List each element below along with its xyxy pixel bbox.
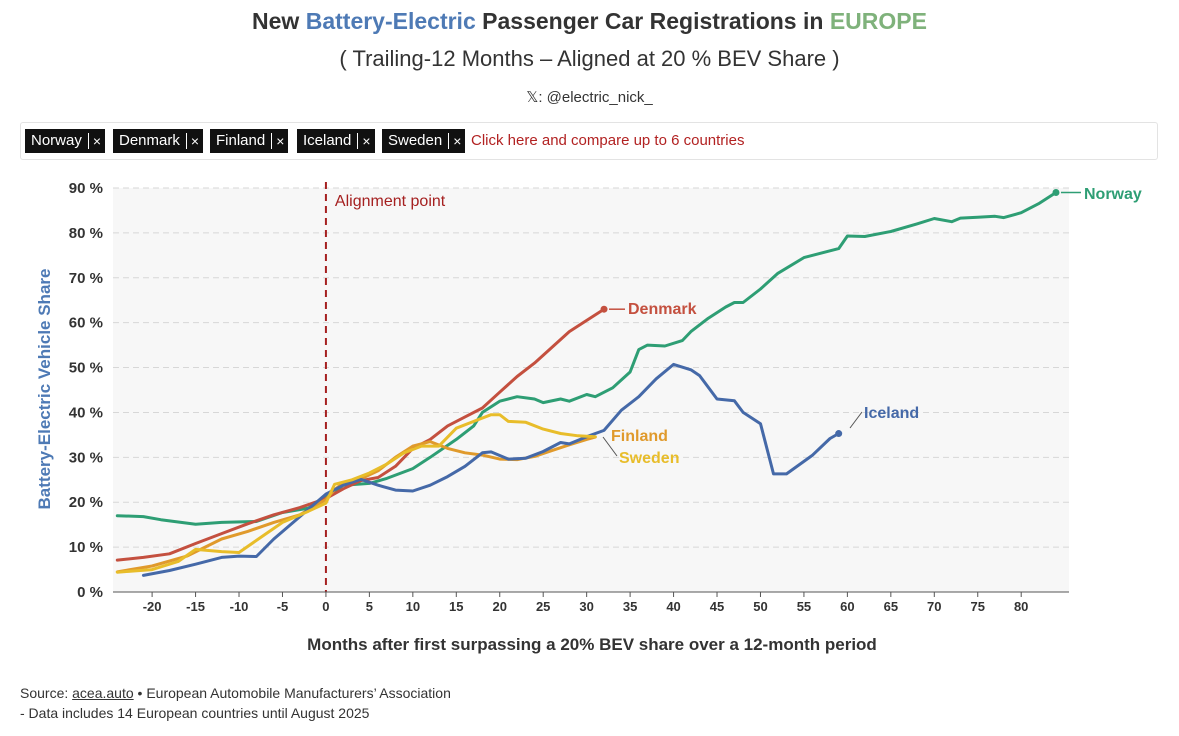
x-tick-label: 40 xyxy=(666,599,680,614)
series-line-sweden xyxy=(115,413,597,574)
source-note: Source: acea.auto • European Automobile … xyxy=(20,683,451,723)
country-chip-sweden[interactable]: Sweden × xyxy=(382,129,466,153)
y-axis-label: Battery-Electric Vehicle Share xyxy=(35,269,54,510)
axes: 0 % 10 % 20 % 30 % 40 % 50 % 60 % 70 % 80 % 90 % -… xyxy=(69,180,1069,614)
y-tick-label: 20 % xyxy=(69,494,103,511)
country-chip-denmark[interactable]: Denmark × xyxy=(113,129,204,153)
x-tick-label: 10 xyxy=(406,599,420,614)
data-note: - Data includes 14 European countries un… xyxy=(20,705,370,721)
x-tick-label: 65 xyxy=(884,599,898,614)
gridlines: Alignment point xyxy=(113,182,1069,592)
remove-sweden-icon[interactable]: × xyxy=(448,133,465,149)
series-labels: Norway Denmark Finland Iceland Sweden xyxy=(602,186,1142,467)
series-lines xyxy=(115,188,1060,577)
x-axis-label: Months after first surpassing a 20% BEV … xyxy=(307,635,877,654)
source-line: Source: acea.auto • European Automobile … xyxy=(20,685,451,701)
chart-title: New Battery-Electric Passenger Car Regis… xyxy=(252,8,927,34)
source-link[interactable]: acea.auto xyxy=(72,685,134,701)
y-tick-label: 50 % xyxy=(69,360,103,377)
y-tick-label: 90 % xyxy=(69,180,103,197)
alignment-label: Alignment point xyxy=(335,193,446,210)
y-tick-label: 60 % xyxy=(69,315,103,332)
x-tick-label: 30 xyxy=(579,599,593,614)
y-tick-label: 10 % xyxy=(69,539,103,556)
country-chip-finland[interactable]: Finland × xyxy=(210,129,289,153)
x-tick-label: -5 xyxy=(277,599,289,614)
series-end-marker-denmark xyxy=(600,305,608,313)
title-highlight-bev: Battery-Electric xyxy=(305,8,476,34)
label-leader-iceland xyxy=(849,411,863,429)
series-label-norway: Norway xyxy=(1084,186,1142,203)
x-tick-label: 45 xyxy=(710,599,724,614)
series-line-iceland xyxy=(141,362,841,577)
remove-iceland-icon[interactable]: × xyxy=(357,133,374,149)
chart-subtitle: ( Trailing-12 Months – Aligned at 20 % B… xyxy=(339,46,840,71)
series-end-marker-iceland xyxy=(835,430,843,438)
x-tick-label: 35 xyxy=(623,599,637,614)
y-tick-label: 40 % xyxy=(69,404,103,421)
x-tick-label: 25 xyxy=(536,599,550,614)
x-tick-label: -15 xyxy=(186,599,205,614)
remove-denmark-icon[interactable]: × xyxy=(185,133,203,149)
series-label-finland: Finland xyxy=(611,428,668,445)
label-leader-sweden xyxy=(602,436,618,457)
country-chip-norway[interactable]: Norway × xyxy=(25,129,106,153)
country-selector[interactable]: Norway × Denmark × Finland × Iceland × Swede… xyxy=(20,122,1158,160)
series-line-denmark xyxy=(115,307,606,562)
x-tick-label: 70 xyxy=(927,599,941,614)
x-tick-label: 55 xyxy=(797,599,811,614)
x-tick-label: 50 xyxy=(753,599,767,614)
y-tick-label: 30 % xyxy=(69,449,103,466)
x-tick-label: 0 xyxy=(322,599,329,614)
y-tick-label: 80 % xyxy=(69,225,103,242)
x-tick-label: 75 xyxy=(971,599,985,614)
title-highlight-europe: EUROPE xyxy=(829,8,927,34)
author-credit: 𝕏: @electric_nick_ xyxy=(526,89,653,106)
x-tick-label: 20 xyxy=(493,599,507,614)
series-end-marker-norway xyxy=(1052,188,1060,196)
country-chip-iceland[interactable]: Iceland × xyxy=(297,129,375,153)
series-label-sweden: Sweden xyxy=(619,450,679,467)
x-tick-label: 15 xyxy=(449,599,463,614)
x-tick-label: -10 xyxy=(230,599,249,614)
x-tick-label: 60 xyxy=(840,599,854,614)
y-tick-label: 0 % xyxy=(77,584,103,601)
x-tick-label: 5 xyxy=(366,599,373,614)
x-tick-label: 80 xyxy=(1014,599,1028,614)
remove-finland-icon[interactable]: × xyxy=(271,133,288,149)
series-label-denmark: Denmark xyxy=(628,301,697,318)
plot-background xyxy=(113,188,1069,592)
y-tick-label: 70 % xyxy=(69,270,103,287)
x-tick-label: -20 xyxy=(143,599,162,614)
remove-norway-icon[interactable]: × xyxy=(87,133,105,149)
compare-countries-link[interactable]: Click here and compare up to 6 countries xyxy=(471,132,745,149)
series-label-iceland: Iceland xyxy=(864,405,919,422)
